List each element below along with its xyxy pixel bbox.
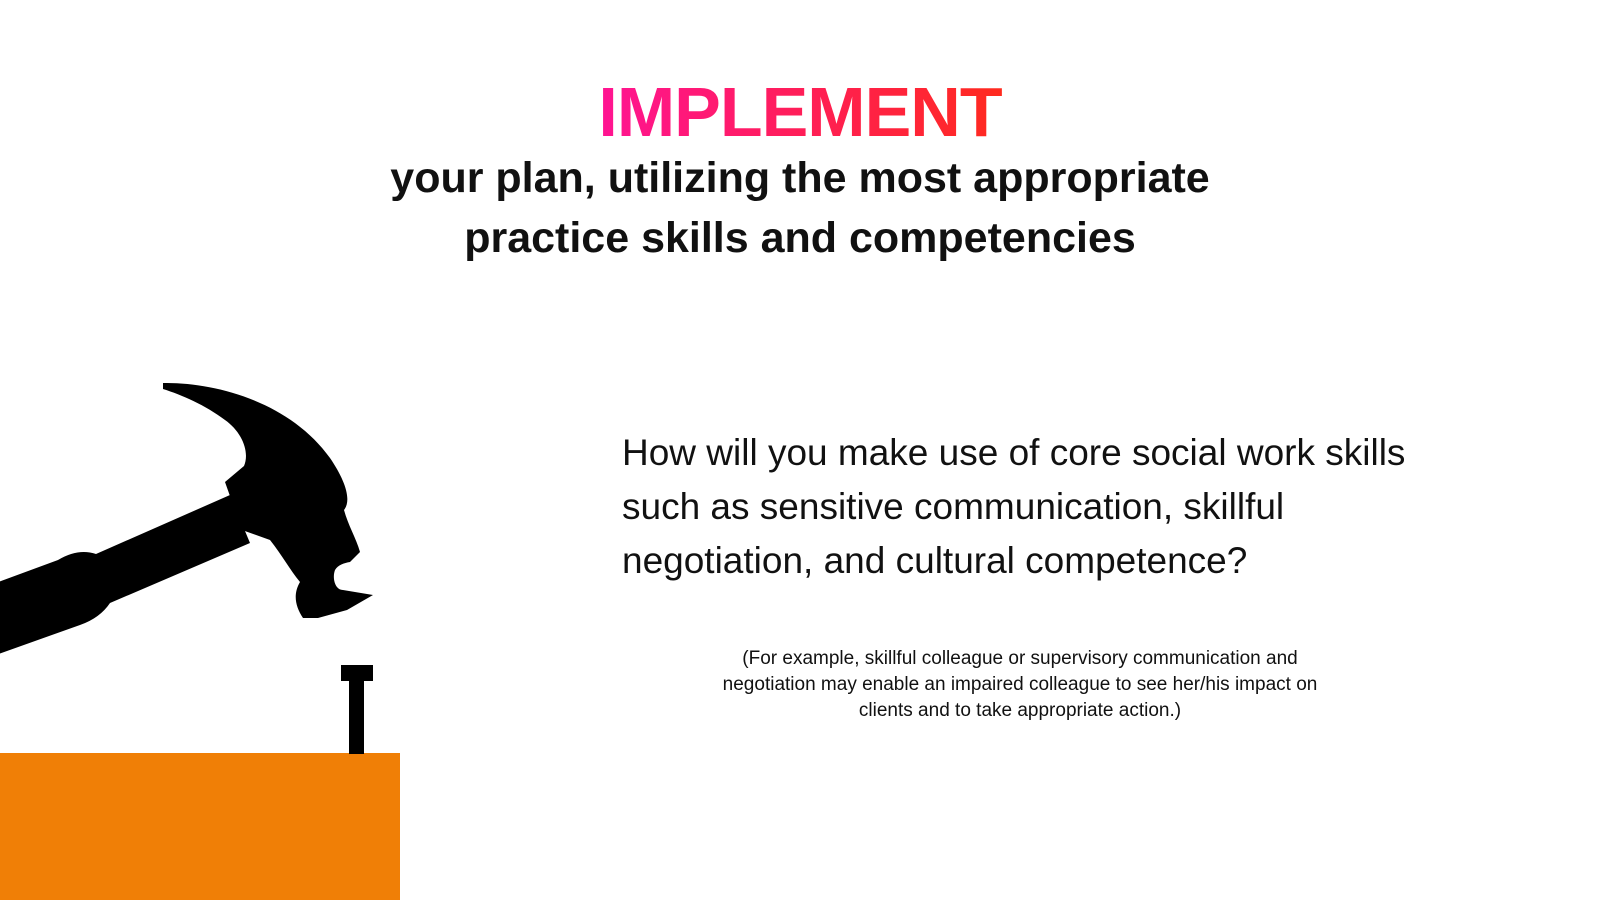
title-container: IMPLEMENT [0,72,1600,152]
hammer-icon [0,382,373,654]
slide-title: IMPLEMENT [598,73,1002,151]
question-line: such as sensitive communication, skillfu… [622,486,1285,527]
question-line: How will you make use of core social wor… [622,432,1406,473]
hammer-illustration [0,380,420,900]
nail-icon [341,665,373,754]
subtitle-line: your plan, utilizing the most appropriat… [390,154,1210,202]
example-line: (For example, skillful colleague or supe… [742,648,1298,669]
example-line: negotiation may enable an impaired colle… [722,674,1318,695]
example-note: (For example, skillful colleague or supe… [640,646,1400,724]
orange-block [0,753,400,900]
subtitle-line: practice skills and competencies [464,214,1136,262]
core-skills-question: How will you make use of core social wor… [622,426,1552,588]
question-line: negotiation, and cultural competence? [622,540,1248,581]
example-line: clients and to take appropriate action.) [858,700,1182,721]
hammer-and-nail-graphic [0,382,400,900]
slide-subtitle: your plan, utilizing the most appropriat… [300,148,1300,268]
